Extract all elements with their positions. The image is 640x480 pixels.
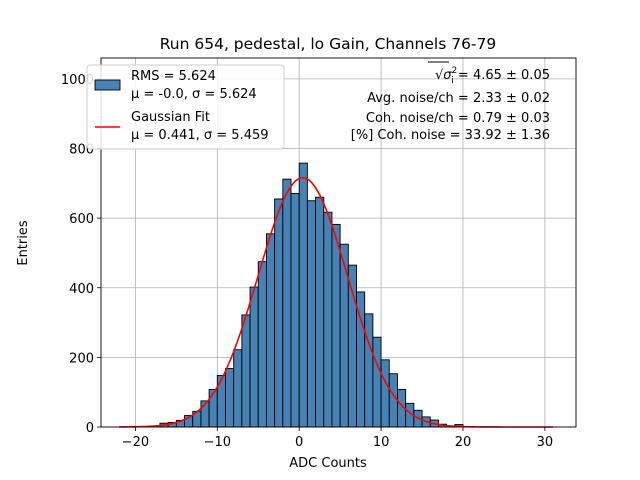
histogram-bar [323, 211, 333, 428]
noise-annotations: √σ2 i = 4.65 ± 0.05 Avg. noise/ch = 2.33 … [351, 61, 550, 143]
histogram-bar [347, 264, 357, 428]
histogram-bar [364, 313, 374, 428]
y-axis-label: Entries [16, 220, 31, 266]
x-tick-label: −10 [204, 435, 231, 450]
legend-box [86, 64, 285, 150]
y-tick-label: 1000 [61, 73, 94, 88]
plot-frame [100, 57, 577, 428]
y-tick-label: 600 [69, 212, 94, 227]
histogram-bar [233, 349, 243, 428]
histogram-bar [290, 192, 300, 428]
coh-noise-percent-annotation: [%] Coh. noise = 33.92 ± 1.36 [351, 128, 550, 143]
y-tick-label: 200 [69, 351, 94, 366]
histogram-bar [249, 286, 259, 428]
histogram-bar [298, 162, 308, 428]
y-tick-label: 0 [86, 421, 94, 436]
legend-histogram-stats: μ = -0.0, σ = 5.624 [131, 87, 257, 102]
legend-histogram-swatch [94, 79, 121, 91]
histogram-bar [257, 261, 267, 428]
histogram-bar [241, 314, 251, 428]
histogram-bar [306, 200, 317, 428]
avg-noise-annotation: Avg. noise/ch = 2.33 ± 0.02 [367, 91, 550, 106]
histogram-bar [380, 359, 390, 428]
legend-fit-stats: μ = 0.441, σ = 5.459 [131, 128, 269, 143]
histogram-bar [388, 373, 398, 428]
x-tick-label: 20 [455, 435, 472, 450]
legend-histogram-label: RMS = 5.624 [131, 69, 216, 84]
histogram-bar [282, 178, 292, 428]
legend: RMS = 5.624 μ = -0.0, σ = 5.624 Gaussian… [86, 64, 285, 150]
rms-sigma-annotation: √σ2 i = 4.65 ± 0.05 [435, 66, 550, 86]
x-axis-label: ADC Counts [289, 456, 367, 471]
histogram-bars [159, 162, 464, 428]
histogram-bar [372, 336, 382, 428]
y-tick-label: 400 [69, 282, 94, 297]
chart-title: Run 654, pedestal, lo Gain, Channels 76-… [160, 35, 497, 53]
x-tick-label: 30 [537, 435, 554, 450]
coh-noise-annotation: Coh. noise/ch = 0.79 ± 0.03 [366, 111, 550, 126]
histogram-bar [274, 198, 284, 428]
legend-fit-label: Gaussian Fit [131, 110, 210, 125]
histogram-bar [315, 196, 325, 428]
x-tick-label: 10 [373, 435, 390, 450]
histogram-bar [265, 233, 276, 428]
x-tick-label: −20 [122, 435, 149, 450]
x-tick-label: 0 [295, 435, 303, 450]
histogram-bar [331, 223, 341, 428]
histogram-bar [208, 388, 218, 428]
histogram-bar [225, 368, 235, 428]
